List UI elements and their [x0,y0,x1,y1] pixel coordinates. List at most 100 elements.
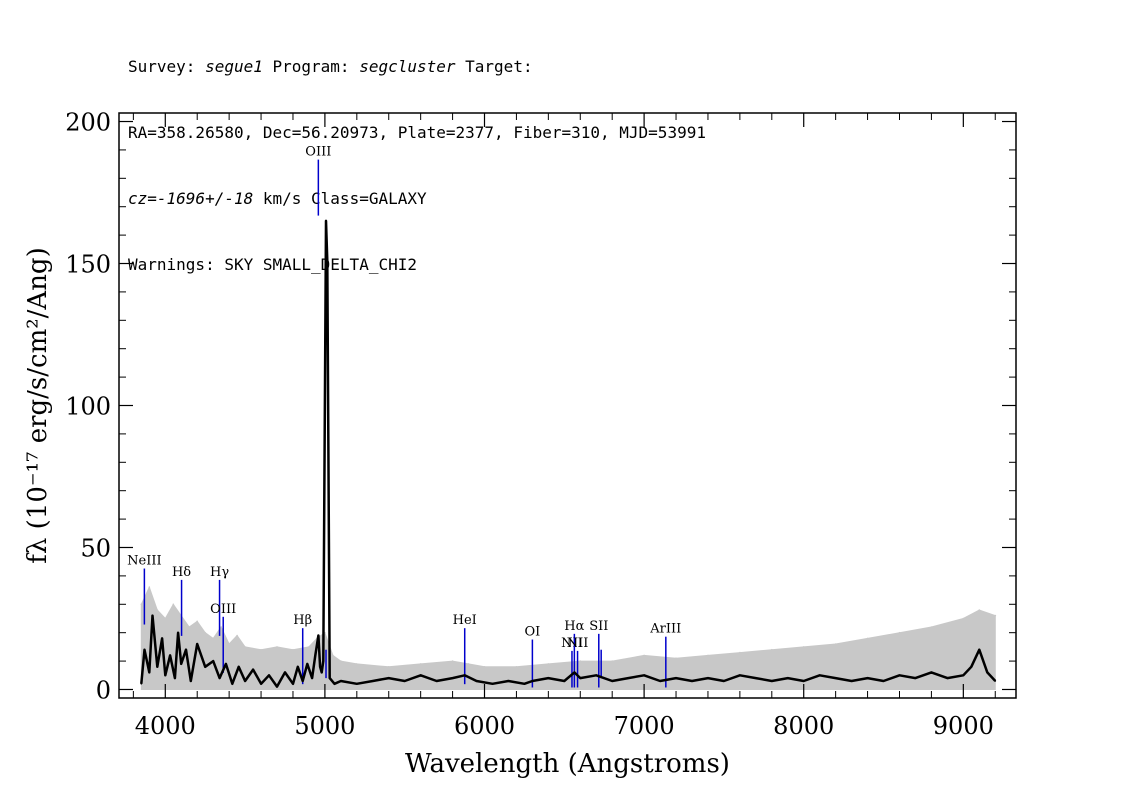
noise-point [356,663,358,665]
cz-label: cz [128,189,148,208]
plot-frame [118,112,1017,699]
noise-point [276,646,278,648]
noise-point [332,654,334,657]
noise-point [483,666,486,668]
flux-point [818,674,821,677]
flux-point [196,643,198,645]
flux-point [547,677,550,679]
flux-point [325,220,327,222]
flux-point [573,671,576,674]
line-label: Hγ [210,565,229,580]
flux-point [771,680,773,682]
flux-point [148,671,151,674]
x-axis-title: Wavelength (Angstroms) [405,749,730,779]
flux-point [322,660,325,662]
noise-point [739,651,741,654]
flux-point [850,680,853,682]
line-label: ArIII [649,622,681,637]
noise-area [140,585,996,690]
flux-point [882,680,885,682]
flux-point [218,677,221,679]
flux-point [579,677,582,679]
flux-point [898,674,901,677]
flux-point [333,683,336,685]
y-axis-title: fλ (10⁻¹⁷ erg/s/cm²/Ang) [23,247,53,563]
line-label: NeIII [127,554,161,569]
header-line-4: Warnings: SKY SMALL_DELTA_CHI2 [128,255,417,274]
noise-point [675,657,677,659]
flux-point [180,663,182,665]
flux-point [930,671,933,674]
flux-point [190,680,192,682]
flux-point [491,683,494,685]
flux-point [140,683,143,685]
flux-point [372,680,374,682]
flux-point [563,680,566,682]
noise-point [292,648,294,651]
flux-point [260,683,262,685]
flux-point [611,680,613,682]
y-tick-label: 0 [96,676,111,704]
survey-label: Survey: [128,57,206,76]
noise-point [164,617,167,620]
line-label: NII [561,636,583,651]
flux-point [356,683,358,685]
noise-point [212,637,214,640]
noise-point [467,663,470,665]
flux-point [986,671,989,674]
noise-point [515,666,518,668]
noise-point [228,643,230,645]
flux-point [311,677,313,679]
flux-point [507,680,510,682]
flux-point [268,674,270,677]
flux-point [802,680,805,682]
flux-point [419,674,422,677]
flux-point [463,674,466,677]
noise-point [340,660,342,662]
noise-point [244,646,246,648]
noise-point [419,663,422,665]
flux-point [151,614,154,617]
flux-point [723,680,725,682]
flux-point [328,677,331,679]
flux-point [970,666,973,668]
flux-point [866,677,869,679]
flux-point [435,680,438,682]
y-tick-label: 50 [80,534,111,562]
program-label: Program: [262,57,360,76]
x-tick-label: 8000 [773,712,834,740]
noise-point [260,648,262,651]
flux-point [523,683,526,685]
flux-point [755,677,757,679]
noise-point [236,634,238,637]
line-label: Hβ [293,613,312,628]
noise-point [643,654,645,657]
flux-point [164,674,167,677]
line-label: SII [589,619,608,634]
flux-point [643,674,645,677]
flux-point [252,668,254,671]
flux-point [675,677,677,679]
flux-point [225,663,227,665]
flux-point [595,674,597,677]
spectrum-header: Survey: segue1 Program: segcluster Targe… [128,12,706,298]
noise-point [866,637,869,640]
flux-point [317,634,320,637]
line-label: Hα [564,619,584,634]
flux-point [739,674,741,677]
flux-point [707,677,709,679]
flux-point [475,680,478,682]
flux-point [306,663,309,665]
noise-point [196,620,198,623]
noise-point [978,609,981,611]
flux-point [659,680,661,682]
noise-point [220,626,222,628]
flux-point [237,666,240,668]
noise-point [188,626,190,628]
noise-point [802,646,805,648]
line-label: Hδ [172,565,191,580]
noise-point [579,660,582,662]
noise-point [172,603,175,606]
